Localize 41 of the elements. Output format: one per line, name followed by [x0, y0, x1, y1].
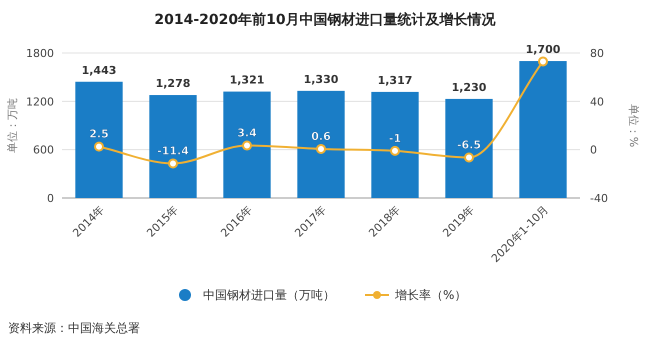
data-label: 2.5	[89, 128, 109, 141]
y-tick-label: 600	[33, 144, 54, 157]
data-label: 1,443	[82, 64, 116, 77]
data-label: 3.4	[237, 126, 258, 140]
data-label: 1,330	[304, 72, 339, 86]
bar	[223, 92, 271, 198]
data-label: -6.5	[456, 138, 482, 152]
point	[538, 56, 548, 66]
y-axis-title: 单位：万吨	[6, 98, 19, 153]
data-label: 1,700	[526, 43, 561, 56]
data-label: 1,317	[378, 74, 412, 87]
bar	[445, 98, 493, 198]
y-tick-label: 1200	[26, 95, 54, 108]
bar	[75, 82, 123, 198]
data-label: 0.6	[311, 130, 332, 143]
y2-tick-label: 0	[590, 144, 597, 157]
point	[242, 140, 252, 151]
point	[464, 152, 474, 163]
y2-tick-label: 80	[590, 47, 604, 60]
y-tick-label: 1800	[26, 47, 54, 60]
bar	[297, 90, 345, 198]
bar	[149, 95, 197, 198]
text: 资料来源：中国海关总署	[8, 321, 140, 335]
chart-title: 2014-2020年前10月中国钢材进口量统计及增长情况	[154, 11, 497, 28]
legend-label: 中国钢材进口量（万吨）	[203, 288, 335, 302]
y2-axis-title: 单位：%	[627, 104, 640, 148]
y2-tick-label: 40	[590, 95, 604, 108]
data-label: 1,230	[452, 80, 487, 94]
point	[168, 158, 178, 168]
data-label: -1	[388, 132, 402, 145]
data-label: -11.4	[157, 144, 190, 158]
bar	[371, 92, 419, 198]
y2-tick-label: -40	[590, 192, 608, 205]
data-label: 1,278	[156, 77, 190, 90]
point	[316, 144, 326, 154]
data-label: 1,321	[230, 74, 264, 87]
y-tick-label: 0	[47, 192, 54, 205]
point	[94, 142, 104, 152]
point	[390, 146, 400, 156]
legend-label: 增长率（%）	[394, 288, 466, 302]
bar	[519, 61, 567, 198]
